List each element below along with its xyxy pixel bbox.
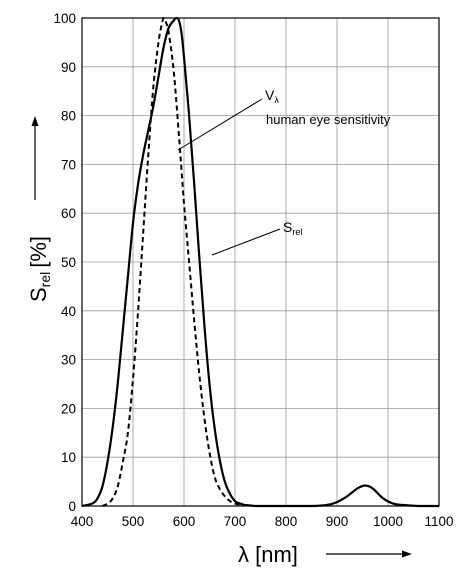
y-tick-label: 0 (68, 499, 76, 514)
annotation-v-lambda: Vλ human eye sensitivity (177, 87, 391, 151)
tick-labels: 400 500 600 700 800 900 1000 1100 0 10 20 30 40 50 60 7… (53, 11, 453, 529)
v-lambda-description: human eye sensitivity (266, 112, 391, 127)
s-rel-leader-line (211, 228, 281, 256)
x-axis-label: λ [nm] (238, 542, 298, 567)
x-tick-label: 500 (122, 514, 145, 529)
y-tick-label: 40 (61, 304, 76, 319)
x-tick-label: 1100 (424, 514, 453, 529)
x-tick-label: 800 (275, 514, 298, 529)
y-tick-label: 80 (61, 109, 76, 124)
x-axis-arrow (326, 550, 412, 558)
x-tick-label: 400 (71, 514, 94, 529)
x-tick-label: 1000 (373, 514, 403, 529)
y-axis-arrow (31, 116, 39, 200)
x-tick-label: 700 (224, 514, 247, 529)
v-lambda-label: Vλ (265, 87, 279, 105)
plot-frame (81, 17, 440, 507)
curves (81, 16, 439, 508)
y-tick-label: 60 (61, 206, 76, 221)
s-rel-label: Srel (283, 219, 302, 237)
annotation-s-rel: Srel (211, 219, 302, 256)
y-tick-label: 50 (61, 255, 76, 270)
y-tick-label: 20 (61, 401, 76, 416)
y-axis-label-group: Srel[%] (26, 236, 53, 302)
v-lambda-curve (101, 17, 266, 507)
y-tick-label: 100 (53, 11, 76, 26)
y-tick-label: 30 (61, 353, 76, 368)
y-tick-label: 90 (61, 60, 76, 75)
x-tick-label: 900 (326, 514, 349, 529)
y-axis-label: Srel[%] (26, 236, 53, 302)
grid (81, 17, 440, 507)
v-lambda-leader-line (177, 98, 263, 151)
s-rel-curve (81, 16, 439, 508)
y-tick-label: 70 (61, 157, 76, 172)
y-tick-label: 10 (61, 450, 76, 465)
x-tick-label: 600 (173, 514, 196, 529)
